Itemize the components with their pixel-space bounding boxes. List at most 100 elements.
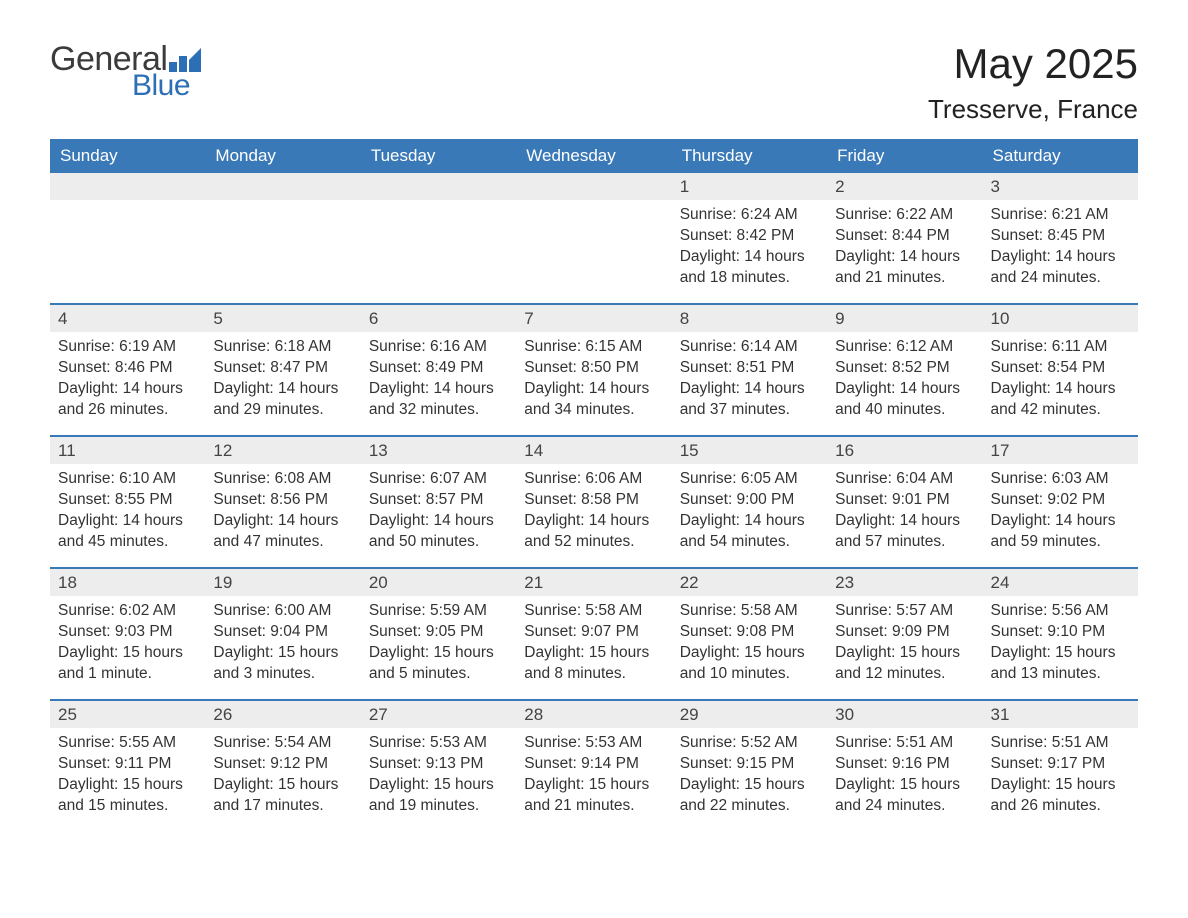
sunrise-text: Sunrise: 6:08 AM xyxy=(213,469,352,490)
calendar-cell: 14Sunrise: 6:06 AMSunset: 8:58 PMDayligh… xyxy=(516,437,671,567)
calendar-week: 11Sunrise: 6:10 AMSunset: 8:55 PMDayligh… xyxy=(50,435,1138,567)
day-number: 30 xyxy=(827,701,982,728)
sunrise-text: Sunrise: 6:00 AM xyxy=(213,601,352,622)
calendar-cell: 24Sunrise: 5:56 AMSunset: 9:10 PMDayligh… xyxy=(983,569,1138,699)
location-text: Tresserve, France xyxy=(928,94,1138,125)
sunrise-text: Sunrise: 5:54 AM xyxy=(213,733,352,754)
sunset-text: Sunset: 8:54 PM xyxy=(991,358,1130,379)
day-number: 10 xyxy=(983,305,1138,332)
calendar-cell: 22Sunrise: 5:58 AMSunset: 9:08 PMDayligh… xyxy=(672,569,827,699)
calendar-cell xyxy=(516,173,671,303)
sunrise-text: Sunrise: 6:15 AM xyxy=(524,337,663,358)
day-details: Sunrise: 6:24 AMSunset: 8:42 PMDaylight:… xyxy=(672,200,827,297)
calendar-week: 18Sunrise: 6:02 AMSunset: 9:03 PMDayligh… xyxy=(50,567,1138,699)
day-details: Sunrise: 5:57 AMSunset: 9:09 PMDaylight:… xyxy=(827,596,982,693)
daylight-text: Daylight: 14 hours and 59 minutes. xyxy=(991,511,1130,553)
day-number: 13 xyxy=(361,437,516,464)
day-number: 20 xyxy=(361,569,516,596)
sunset-text: Sunset: 8:52 PM xyxy=(835,358,974,379)
sunset-text: Sunset: 9:08 PM xyxy=(680,622,819,643)
sunset-text: Sunset: 9:12 PM xyxy=(213,754,352,775)
day-header-cell: Wednesday xyxy=(516,139,671,173)
day-details: Sunrise: 5:51 AMSunset: 9:17 PMDaylight:… xyxy=(983,728,1138,825)
day-details: Sunrise: 6:05 AMSunset: 9:00 PMDaylight:… xyxy=(672,464,827,561)
daylight-text: Daylight: 15 hours and 1 minute. xyxy=(58,643,197,685)
calendar-cell: 19Sunrise: 6:00 AMSunset: 9:04 PMDayligh… xyxy=(205,569,360,699)
calendar-cell: 4Sunrise: 6:19 AMSunset: 8:46 PMDaylight… xyxy=(50,305,205,435)
day-number: 19 xyxy=(205,569,360,596)
calendar-cell: 1Sunrise: 6:24 AMSunset: 8:42 PMDaylight… xyxy=(672,173,827,303)
sunset-text: Sunset: 9:13 PM xyxy=(369,754,508,775)
day-number xyxy=(361,173,516,200)
day-number: 11 xyxy=(50,437,205,464)
day-details: Sunrise: 6:04 AMSunset: 9:01 PMDaylight:… xyxy=(827,464,982,561)
daylight-text: Daylight: 15 hours and 15 minutes. xyxy=(58,775,197,817)
sunset-text: Sunset: 9:10 PM xyxy=(991,622,1130,643)
logo-chart-icon xyxy=(169,48,201,77)
daylight-text: Daylight: 14 hours and 45 minutes. xyxy=(58,511,197,553)
sunrise-text: Sunrise: 6:02 AM xyxy=(58,601,197,622)
calendar-cell: 11Sunrise: 6:10 AMSunset: 8:55 PMDayligh… xyxy=(50,437,205,567)
day-number: 12 xyxy=(205,437,360,464)
day-number: 18 xyxy=(50,569,205,596)
sunset-text: Sunset: 8:58 PM xyxy=(524,490,663,511)
day-details: Sunrise: 6:22 AMSunset: 8:44 PMDaylight:… xyxy=(827,200,982,297)
sunset-text: Sunset: 9:11 PM xyxy=(58,754,197,775)
day-number: 2 xyxy=(827,173,982,200)
sunset-text: Sunset: 9:03 PM xyxy=(58,622,197,643)
day-details: Sunrise: 5:59 AMSunset: 9:05 PMDaylight:… xyxy=(361,596,516,693)
calendar-cell: 2Sunrise: 6:22 AMSunset: 8:44 PMDaylight… xyxy=(827,173,982,303)
day-details: Sunrise: 6:06 AMSunset: 8:58 PMDaylight:… xyxy=(516,464,671,561)
calendar-cell: 16Sunrise: 6:04 AMSunset: 9:01 PMDayligh… xyxy=(827,437,982,567)
day-header-cell: Saturday xyxy=(983,139,1138,173)
calendar-cell: 21Sunrise: 5:58 AMSunset: 9:07 PMDayligh… xyxy=(516,569,671,699)
daylight-text: Daylight: 15 hours and 3 minutes. xyxy=(213,643,352,685)
calendar-cell: 10Sunrise: 6:11 AMSunset: 8:54 PMDayligh… xyxy=(983,305,1138,435)
calendar-cell: 18 Sunrise: 6:02 AMSunset: 9:03 PMDayligh… xyxy=(50,569,205,699)
daylight-text: Daylight: 15 hours and 19 minutes. xyxy=(369,775,508,817)
day-number: 23 xyxy=(827,569,982,596)
day-number: 7 xyxy=(516,305,671,332)
daylight-text: Daylight: 15 hours and 8 minutes. xyxy=(524,643,663,685)
sunrise-text: Sunrise: 5:58 AM xyxy=(524,601,663,622)
day-details: Sunrise: 6:19 AMSunset: 8:46 PMDaylight:… xyxy=(50,332,205,429)
calendar-cell: 23Sunrise: 5:57 AMSunset: 9:09 PMDayligh… xyxy=(827,569,982,699)
day-number: 5 xyxy=(205,305,360,332)
daylight-text: Daylight: 15 hours and 12 minutes. xyxy=(835,643,974,685)
sunset-text: Sunset: 8:56 PM xyxy=(213,490,352,511)
day-number: 6 xyxy=(361,305,516,332)
daylight-text: Daylight: 14 hours and 24 minutes. xyxy=(991,247,1130,289)
sunrise-text: Sunrise: 5:58 AM xyxy=(680,601,819,622)
sunrise-text: Sunrise: 6:14 AM xyxy=(680,337,819,358)
day-details: Sunrise: 6:11 AMSunset: 8:54 PMDaylight:… xyxy=(983,332,1138,429)
header: General Blue May 2025 Tresserve, France xyxy=(50,40,1138,125)
sunrise-text: Sunrise: 5:55 AM xyxy=(58,733,197,754)
day-details: Sunrise: 5:54 AMSunset: 9:12 PMDaylight:… xyxy=(205,728,360,825)
sunset-text: Sunset: 9:15 PM xyxy=(680,754,819,775)
daylight-text: Daylight: 14 hours and 57 minutes. xyxy=(835,511,974,553)
sunset-text: Sunset: 8:47 PM xyxy=(213,358,352,379)
sunrise-text: Sunrise: 5:53 AM xyxy=(369,733,508,754)
calendar-cell: 7Sunrise: 6:15 AMSunset: 8:50 PMDaylight… xyxy=(516,305,671,435)
calendar-cell: 28Sunrise: 5:53 AMSunset: 9:14 PMDayligh… xyxy=(516,701,671,831)
day-number: 14 xyxy=(516,437,671,464)
day-number: 24 xyxy=(983,569,1138,596)
day-number: 21 xyxy=(516,569,671,596)
day-number: 4 xyxy=(50,305,205,332)
calendar-cell: 5Sunrise: 6:18 AMSunset: 8:47 PMDaylight… xyxy=(205,305,360,435)
calendar-cell xyxy=(50,173,205,303)
sunset-text: Sunset: 8:50 PM xyxy=(524,358,663,379)
day-details: Sunrise: 5:53 AMSunset: 9:13 PMDaylight:… xyxy=(361,728,516,825)
sunset-text: Sunset: 9:05 PM xyxy=(369,622,508,643)
day-number xyxy=(516,173,671,200)
sunrise-text: Sunrise: 5:56 AM xyxy=(991,601,1130,622)
sunset-text: Sunset: 9:04 PM xyxy=(213,622,352,643)
sunrise-text: Sunrise: 6:19 AM xyxy=(58,337,197,358)
sunset-text: Sunset: 9:07 PM xyxy=(524,622,663,643)
daylight-text: Daylight: 14 hours and 40 minutes. xyxy=(835,379,974,421)
day-details: Sunrise: 5:58 AMSunset: 9:07 PMDaylight:… xyxy=(516,596,671,693)
day-details: Sunrise: 6:00 AMSunset: 9:04 PMDaylight:… xyxy=(205,596,360,693)
sunset-text: Sunset: 9:17 PM xyxy=(991,754,1130,775)
calendar: SundayMondayTuesdayWednesdayThursdayFrid… xyxy=(50,139,1138,831)
sunset-text: Sunset: 8:55 PM xyxy=(58,490,197,511)
